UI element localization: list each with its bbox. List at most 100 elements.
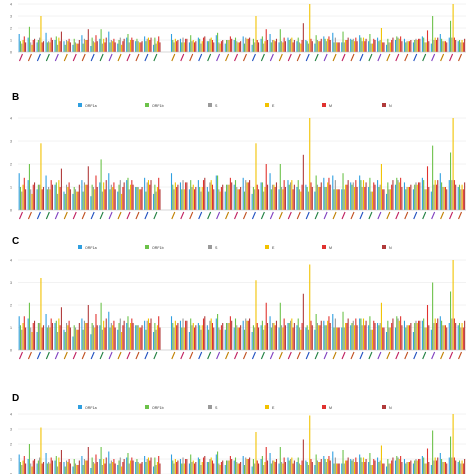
x-tick-label: [18, 53, 23, 62]
bar-m: [364, 41, 366, 52]
bar-e: [121, 332, 123, 350]
bar-s: [21, 191, 23, 210]
bar-e: [156, 325, 158, 350]
bar-orf1b: [226, 184, 228, 210]
bar-n: [132, 40, 134, 52]
bar-orf1b: [199, 459, 201, 474]
bar-s: [334, 457, 336, 474]
bar-orf1a: [117, 191, 119, 210]
bar-s: [155, 43, 157, 52]
bar-s: [155, 191, 157, 210]
bar-e: [22, 323, 24, 350]
bar-orf1b: [369, 316, 371, 350]
bar-e: [210, 457, 212, 474]
bar-n: [69, 189, 71, 210]
bar-e: [58, 318, 60, 350]
bar-e: [40, 427, 42, 474]
bar-orf1b: [342, 311, 344, 350]
bar-m: [301, 460, 303, 474]
bar-m: [409, 41, 411, 52]
bar-orf1b: [450, 152, 452, 210]
bar-orf1a: [144, 177, 146, 210]
bar-m: [68, 320, 70, 350]
bar-e: [103, 459, 105, 474]
bar-orf1b: [342, 173, 344, 210]
bar-orf1b: [450, 291, 452, 350]
bar-s: [290, 38, 292, 52]
bar-e: [31, 466, 33, 474]
bar-n: [428, 462, 430, 474]
bar-e: [49, 189, 51, 210]
bar-n: [240, 187, 242, 210]
bar-s: [272, 323, 274, 350]
bar-orf1a: [457, 41, 459, 52]
bar-orf1b: [28, 164, 30, 210]
bar-m: [373, 182, 375, 210]
bar-n: [258, 327, 260, 350]
bar-orf1b: [252, 325, 254, 350]
bar-orf1b: [19, 41, 22, 52]
bar-m: [364, 187, 366, 210]
bar-e: [354, 187, 356, 210]
bar-n: [34, 182, 36, 210]
bar-m: [310, 459, 312, 474]
bar-n: [25, 189, 27, 210]
bar-orf1b: [136, 38, 138, 52]
bar-m: [122, 325, 124, 350]
bar-orf1b: [333, 42, 335, 52]
bar-s: [334, 180, 336, 210]
bar-m: [265, 302, 267, 350]
bar-n: [374, 460, 376, 474]
bar-m: [391, 40, 393, 52]
bar-n: [150, 37, 152, 52]
bar-s: [39, 37, 41, 52]
bar-n: [266, 323, 269, 350]
bar-m: [220, 325, 222, 350]
y-tick-label: 2: [10, 442, 12, 446]
bar-orf1a: [269, 453, 271, 474]
bar-orf1b: [64, 193, 66, 210]
bar-orf1b: [458, 323, 461, 350]
bar-e: [318, 41, 320, 52]
bar-s: [39, 323, 41, 350]
bar-e: [309, 118, 311, 210]
bar-orf1a: [260, 38, 262, 52]
bar-s: [21, 329, 23, 350]
bar-n: [437, 180, 439, 210]
bar-n: [284, 325, 286, 350]
bar-n: [231, 320, 233, 350]
bar-orf1a: [403, 320, 406, 350]
bar-s: [74, 42, 77, 52]
bar-e: [174, 38, 176, 52]
bar-m: [256, 460, 258, 474]
bar-m: [220, 187, 222, 210]
x-tick-label: [296, 53, 301, 62]
bar-orf1a: [368, 462, 370, 474]
legend-label-e: E: [272, 246, 275, 250]
bar-s: [298, 463, 301, 474]
bar-e: [112, 41, 114, 52]
bar-m: [391, 184, 393, 210]
bar-e: [147, 37, 150, 52]
bar-orf1b: [127, 177, 129, 210]
bar-e: [138, 327, 141, 350]
bar-orf1a: [296, 462, 298, 474]
bar-s: [361, 325, 363, 350]
bar-orf1a: [36, 463, 38, 474]
bar-e: [461, 323, 463, 350]
bar-orf1a: [215, 454, 217, 474]
bar-s: [254, 42, 256, 52]
bar-orf1a: [305, 460, 307, 474]
x-tick-label: [36, 351, 41, 360]
bar-n: [356, 187, 358, 210]
bar-n: [464, 38, 466, 52]
bar-orf1a: [153, 332, 155, 350]
bar-m: [86, 323, 88, 350]
bar-s: [110, 323, 112, 350]
bar-orf1b: [19, 187, 22, 210]
bar-n: [338, 42, 340, 52]
bar-n: [204, 456, 206, 474]
bar-s: [191, 41, 193, 52]
bar-e: [389, 189, 391, 210]
x-tick-label: [171, 211, 176, 220]
